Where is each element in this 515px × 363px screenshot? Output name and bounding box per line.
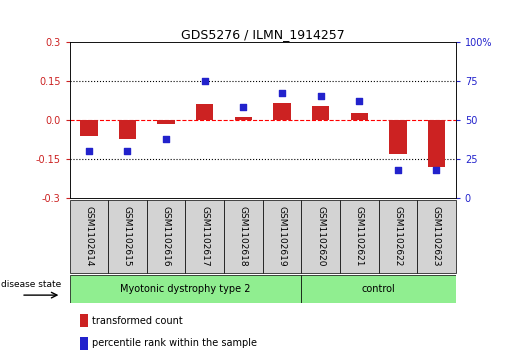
Text: control: control bbox=[362, 284, 396, 294]
Bar bbox=[428, 120, 445, 167]
Text: GSM1102623: GSM1102623 bbox=[432, 207, 441, 267]
Point bbox=[201, 78, 209, 83]
Bar bbox=[417, 200, 456, 273]
Point bbox=[393, 167, 402, 173]
Text: transformed count: transformed count bbox=[92, 316, 183, 326]
Text: Myotonic dystrophy type 2: Myotonic dystrophy type 2 bbox=[120, 284, 251, 294]
Bar bbox=[301, 275, 456, 303]
Point bbox=[278, 90, 286, 96]
Bar bbox=[158, 120, 175, 125]
Point bbox=[162, 136, 170, 142]
Bar bbox=[235, 117, 252, 120]
Bar bbox=[147, 200, 185, 273]
Bar bbox=[80, 120, 97, 136]
Point bbox=[239, 105, 247, 110]
Bar bbox=[379, 200, 417, 273]
Text: GSM1102619: GSM1102619 bbox=[278, 206, 286, 267]
Point bbox=[432, 167, 440, 173]
Bar bbox=[185, 200, 224, 273]
Text: GSM1102620: GSM1102620 bbox=[316, 207, 325, 267]
Bar bbox=[196, 104, 213, 120]
Bar bbox=[119, 120, 136, 139]
Bar bbox=[351, 113, 368, 120]
Text: GSM1102618: GSM1102618 bbox=[239, 206, 248, 267]
Text: GSM1102621: GSM1102621 bbox=[355, 207, 364, 267]
Title: GDS5276 / ILMN_1914257: GDS5276 / ILMN_1914257 bbox=[181, 28, 345, 41]
Text: GSM1102622: GSM1102622 bbox=[393, 207, 402, 267]
Text: GSM1102615: GSM1102615 bbox=[123, 206, 132, 267]
Bar bbox=[80, 314, 88, 327]
Bar bbox=[340, 200, 379, 273]
Bar bbox=[301, 200, 340, 273]
Point bbox=[316, 93, 324, 99]
Point bbox=[124, 148, 132, 154]
Text: GSM1102616: GSM1102616 bbox=[162, 206, 170, 267]
Bar bbox=[224, 200, 263, 273]
Bar bbox=[273, 103, 290, 120]
Bar bbox=[70, 200, 108, 273]
Text: GSM1102617: GSM1102617 bbox=[200, 206, 209, 267]
Bar bbox=[263, 200, 301, 273]
Text: disease state: disease state bbox=[1, 280, 61, 289]
Point bbox=[84, 148, 93, 154]
Point bbox=[355, 98, 363, 104]
Bar bbox=[389, 120, 406, 154]
Text: percentile rank within the sample: percentile rank within the sample bbox=[92, 338, 257, 348]
Text: GSM1102614: GSM1102614 bbox=[84, 207, 93, 267]
Bar bbox=[80, 337, 88, 350]
Bar bbox=[108, 200, 147, 273]
Bar bbox=[312, 106, 329, 120]
Bar bbox=[70, 275, 301, 303]
